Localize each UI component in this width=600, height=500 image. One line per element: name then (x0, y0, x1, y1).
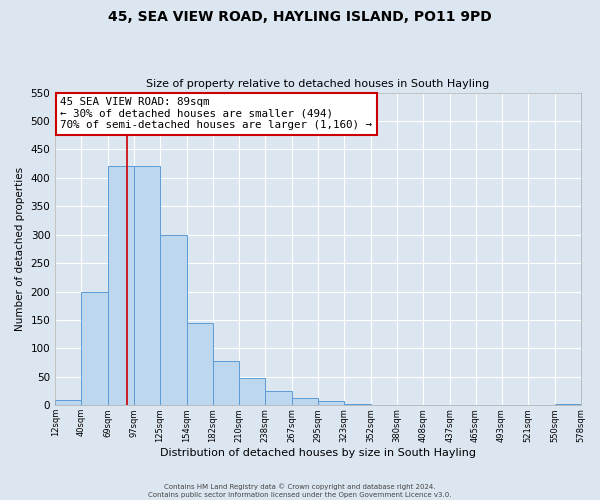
Bar (371, 404, 397, 406)
Text: 45 SEA VIEW ROAD: 89sqm
← 30% of detached houses are smaller (494)
70% of semi-d: 45 SEA VIEW ROAD: 89sqm ← 30% of detache… (61, 97, 373, 130)
Bar (239, 378, 265, 406)
Y-axis label: Number of detached properties: Number of detached properties (15, 167, 25, 331)
Bar (187, 323, 213, 406)
Bar (554, 404, 581, 406)
Bar (134, 166, 160, 406)
Bar (318, 400, 344, 406)
Bar (292, 398, 318, 406)
Bar (265, 391, 292, 406)
Bar (160, 234, 187, 406)
X-axis label: Distribution of detached houses by size in South Hayling: Distribution of detached houses by size … (160, 448, 476, 458)
Bar (344, 404, 371, 406)
Bar (55, 400, 81, 406)
Bar (213, 361, 239, 406)
Text: Contains HM Land Registry data © Crown copyright and database right 2024.
Contai: Contains HM Land Registry data © Crown c… (148, 484, 452, 498)
Bar (81, 292, 108, 406)
Text: 45, SEA VIEW ROAD, HAYLING ISLAND, PO11 9PD: 45, SEA VIEW ROAD, HAYLING ISLAND, PO11 … (108, 10, 492, 24)
Title: Size of property relative to detached houses in South Hayling: Size of property relative to detached ho… (146, 79, 490, 89)
Bar (108, 166, 134, 406)
